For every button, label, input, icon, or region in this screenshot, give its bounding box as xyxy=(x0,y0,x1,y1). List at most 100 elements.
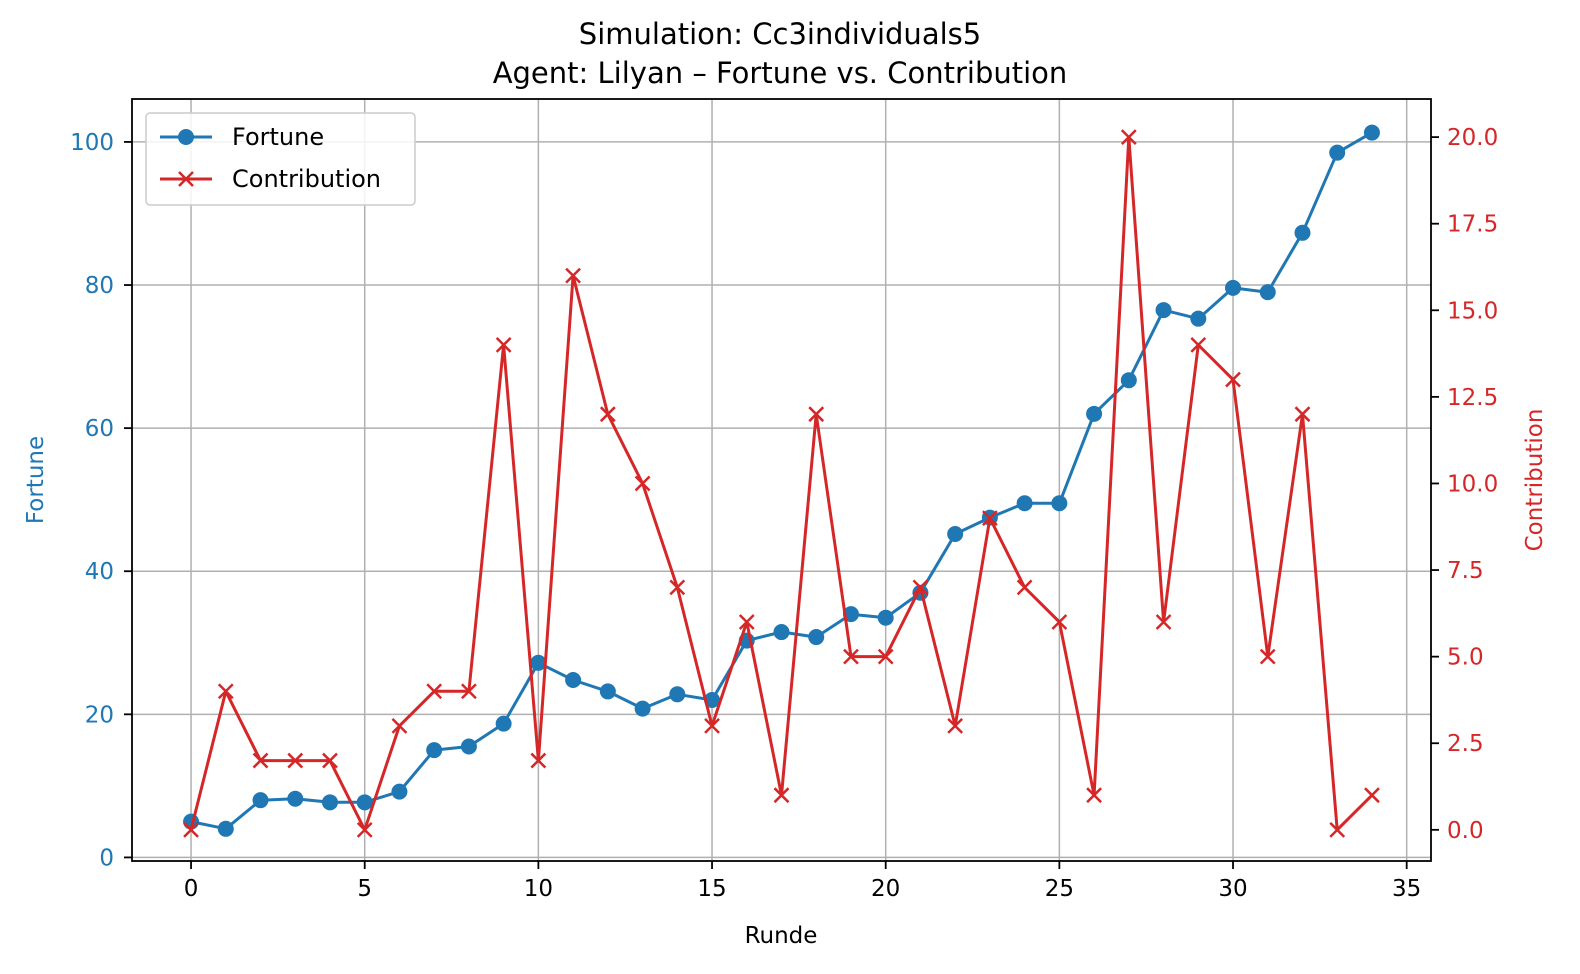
fortune-point xyxy=(1259,284,1276,301)
fortune-point xyxy=(321,794,338,811)
fortune-point xyxy=(1016,495,1033,512)
contribution-point xyxy=(183,821,199,838)
contribution-point xyxy=(1051,614,1068,630)
fortune-point xyxy=(877,609,894,626)
contribution-point xyxy=(495,337,512,353)
y-right-tick-label: 15.0 xyxy=(1447,298,1498,324)
contribution-point xyxy=(669,579,686,596)
x-tick-label: 15 xyxy=(697,876,726,902)
contribution-point xyxy=(252,752,269,769)
contribution-point xyxy=(1225,371,1241,388)
y-right-tick-label: 20.0 xyxy=(1447,125,1498,151)
y-axis-left: 0 20 40 60 80 100 xyxy=(70,130,132,871)
contribution-point xyxy=(1259,648,1276,665)
fortune-point xyxy=(530,654,547,671)
fortune-point xyxy=(1363,124,1380,141)
contribution-point xyxy=(1120,129,1137,145)
y-left-tick-label: 60 xyxy=(85,416,114,442)
fortune-point xyxy=(1120,372,1137,389)
fortune-point xyxy=(773,624,790,641)
y-left-tick-label: 80 xyxy=(85,273,114,299)
contribution-point xyxy=(565,267,581,284)
fortune-point xyxy=(495,715,512,732)
y-right-tick-label: 17.5 xyxy=(1447,212,1498,238)
chart-subtitle: Agent: Lilyan – Fortune vs. Contribution xyxy=(493,56,1068,90)
x-tick-label: 0 xyxy=(184,876,199,902)
fortune-point xyxy=(1086,405,1103,422)
contribution-point xyxy=(773,787,790,804)
fortune-point xyxy=(634,700,651,717)
y-axis-right-label: Contribution xyxy=(1522,409,1548,552)
y-right-tick-label: 5.0 xyxy=(1447,645,1484,671)
fortune-point xyxy=(426,742,443,759)
contribution-point xyxy=(391,718,408,734)
y-axis-right: 0.0 2.5 5.0 7.5 10.0 12.5 15.0 17.5 20.0 xyxy=(1431,125,1498,844)
y-right-tick-label: 10.0 xyxy=(1447,471,1498,497)
x-tick-label: 5 xyxy=(357,876,372,902)
y-left-tick-label: 100 xyxy=(70,130,114,156)
contribution-point xyxy=(1294,406,1311,423)
contribution-point xyxy=(912,579,929,596)
contribution-point xyxy=(461,683,477,700)
contribution-point xyxy=(843,648,859,665)
contribution-point xyxy=(877,648,894,665)
legend-box xyxy=(145,112,416,206)
legend-fortune-label: Fortune xyxy=(232,123,324,151)
contribution-point xyxy=(530,752,547,769)
contribution-point xyxy=(1329,821,1346,838)
fortune-series-line xyxy=(190,131,1373,831)
x-tick-label: 10 xyxy=(524,876,553,902)
fortune-point xyxy=(391,783,408,800)
x-tick-label: 20 xyxy=(871,876,900,902)
contribution-point xyxy=(599,406,616,423)
y-right-tick-label: 12.5 xyxy=(1447,385,1498,411)
y-right-tick-label: 2.5 xyxy=(1447,731,1484,757)
x-axis: 0 5 10 15 20 25 30 35 xyxy=(184,861,1421,902)
x-axis-label: Runde xyxy=(745,923,818,949)
fortune-point xyxy=(599,683,616,700)
contribution-point xyxy=(322,752,338,769)
y-right-tick-label: 7.5 xyxy=(1447,558,1484,584)
fortune-point xyxy=(565,671,582,688)
contribution-point xyxy=(704,718,720,734)
plot-frame xyxy=(131,98,1432,862)
contribution-point xyxy=(947,718,964,734)
fortune-point xyxy=(217,820,234,837)
contribution-point xyxy=(1016,579,1033,596)
contribution-point xyxy=(1190,337,1207,353)
fortune-point xyxy=(1155,302,1172,319)
fortune-point xyxy=(669,686,686,703)
contribution-point xyxy=(634,475,651,492)
contribution-point xyxy=(1364,787,1380,804)
x-tick-label: 25 xyxy=(1045,876,1074,902)
fortune-point xyxy=(1294,224,1311,241)
series-layer xyxy=(183,124,1380,838)
contribution-series-line xyxy=(189,135,1374,832)
contribution-point xyxy=(217,683,234,700)
legend-contribution-marker xyxy=(178,171,194,187)
fortune-point xyxy=(1329,144,1346,161)
x-tick-label: 30 xyxy=(1218,876,1247,902)
contribution-point xyxy=(738,614,755,630)
contribution-point xyxy=(982,510,998,526)
y-left-tick-label: 40 xyxy=(85,559,114,585)
legend-fortune-marker xyxy=(178,129,194,145)
y-left-tick-label: 0 xyxy=(99,845,114,871)
fortune-point xyxy=(947,526,964,543)
contribution-point xyxy=(808,406,825,423)
y-right-tick-label: 0.0 xyxy=(1447,818,1484,844)
x-tick-label: 35 xyxy=(1392,876,1421,902)
fortune-point xyxy=(808,629,825,646)
fortune-point xyxy=(1225,279,1242,296)
fortune-point xyxy=(252,792,269,809)
fortune-point xyxy=(1190,310,1207,327)
contribution-point xyxy=(356,821,373,838)
fortune-point xyxy=(356,794,373,811)
contribution-point xyxy=(1155,614,1172,630)
chart-title: Simulation: Cc3individuals5 xyxy=(579,17,981,51)
fortune-point xyxy=(1051,495,1068,512)
contribution-point xyxy=(1086,787,1102,804)
legend-contribution-label: Contribution xyxy=(232,165,381,193)
fortune-point xyxy=(287,790,304,807)
